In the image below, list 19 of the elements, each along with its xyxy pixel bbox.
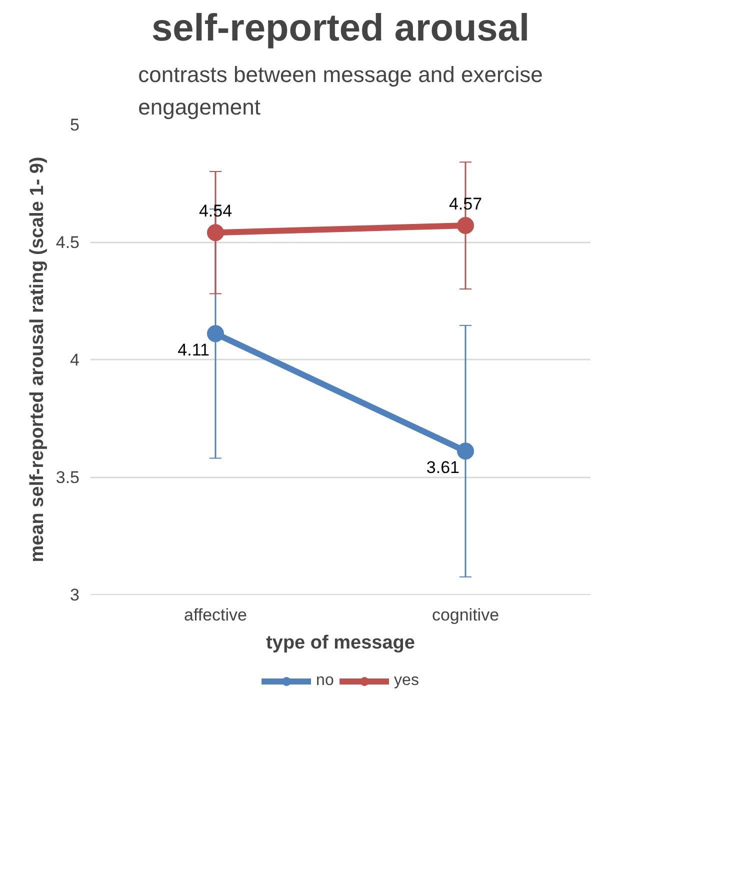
chart-subtitle: contrasts between message and exercise engagement bbox=[138, 62, 543, 120]
legend-label: yes bbox=[394, 672, 419, 690]
chart-title: self-reported arousal bbox=[152, 8, 530, 50]
point bbox=[457, 442, 474, 460]
data-label: 3.61 bbox=[426, 458, 460, 478]
point bbox=[207, 224, 224, 242]
x-tick-label: cognitive bbox=[432, 606, 500, 624]
y-tick-label: 4.5 bbox=[56, 233, 80, 252]
y-tick-label: 5 bbox=[70, 116, 80, 134]
y-axis-title: mean self-reported arousal rating (scale 1- 9) bbox=[26, 156, 48, 562]
y-tick-label: 3.5 bbox=[56, 468, 80, 487]
legend-label: no bbox=[316, 672, 335, 690]
y-tick-label: 3 bbox=[70, 586, 80, 604]
point bbox=[457, 217, 474, 234]
point bbox=[207, 325, 224, 342]
y-tick-label: 4 bbox=[70, 350, 80, 370]
data-label: 4.11 bbox=[178, 340, 210, 360]
x-tick-label: affective bbox=[184, 606, 248, 624]
x-axis-title: type of message bbox=[266, 632, 415, 654]
